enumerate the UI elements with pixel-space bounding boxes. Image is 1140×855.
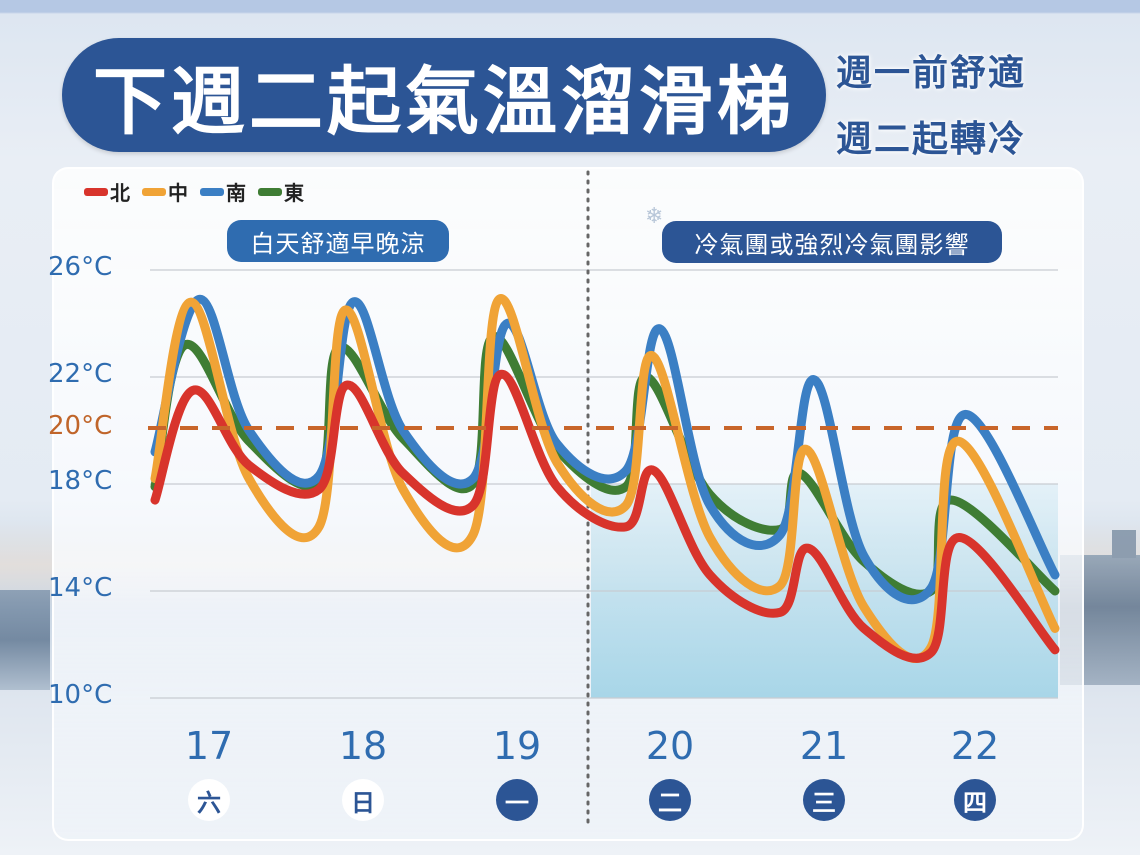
legend-label: 北 — [110, 181, 130, 205]
comfortable-period-badge: 白天舒適早晚涼 — [227, 220, 449, 262]
cold-air-badge: 冷氣團或強烈冷氣團影響 — [662, 221, 1002, 263]
legend-swatch-north — [84, 187, 108, 196]
subtitle-line-2: 週二起轉冷 — [836, 119, 1027, 160]
legend-swatch-south — [200, 187, 224, 196]
series-lines — [150, 294, 1060, 663]
legend-label: 南 — [226, 181, 246, 205]
snowflake-icon: ❄ — [645, 204, 664, 229]
y-tick-10: 10°C — [48, 680, 113, 710]
legend-label: 中 — [168, 181, 188, 205]
legend-item-east: 東 — [258, 177, 304, 206]
y-tick-22: 22°C — [48, 359, 113, 389]
weekday-badge-sat: 六 — [188, 779, 230, 821]
series-line-南 — [150, 294, 1060, 605]
weekday-badge-sun: 日 — [342, 779, 384, 821]
page-title: 下週二起氣溫溜滑梯 — [93, 58, 795, 145]
series-line-北 — [150, 369, 1060, 663]
day-label-22: 22 — [950, 724, 1000, 768]
y-tick-26: 26°C — [48, 252, 113, 282]
y-tick-14: 14°C — [48, 573, 113, 603]
day-label-17: 17 — [184, 724, 234, 768]
weekday-badge-thu: 四 — [954, 779, 996, 821]
legend-swatch-central — [142, 187, 166, 196]
day-label-18: 18 — [338, 724, 388, 768]
legend: 北 中 南 東 — [84, 177, 310, 206]
weekday-badge-mon: 一 — [496, 779, 538, 821]
background-city-left — [0, 590, 50, 690]
weekday-badge-wed: 三 — [803, 779, 845, 821]
y-tick-18: 18°C — [48, 466, 113, 496]
series-line-中 — [150, 294, 1060, 663]
subtitle-line-1: 週一前舒適 — [836, 53, 1027, 94]
day-label-21: 21 — [799, 724, 849, 768]
day-label-20: 20 — [645, 724, 695, 768]
weekday-badge-tue: 二 — [649, 779, 691, 821]
legend-label: 東 — [284, 181, 304, 205]
series-line-東 — [150, 332, 1060, 599]
day-label-19: 19 — [492, 724, 542, 768]
title-banner: 下週二起氣溫溜滑梯 — [62, 38, 826, 152]
legend-swatch-east — [258, 187, 282, 196]
legend-item-north: 北 — [84, 177, 130, 206]
y-tick-20-reference: 20°C — [48, 411, 113, 441]
legend-item-central: 中 — [142, 177, 188, 206]
legend-item-south: 南 — [200, 177, 246, 206]
